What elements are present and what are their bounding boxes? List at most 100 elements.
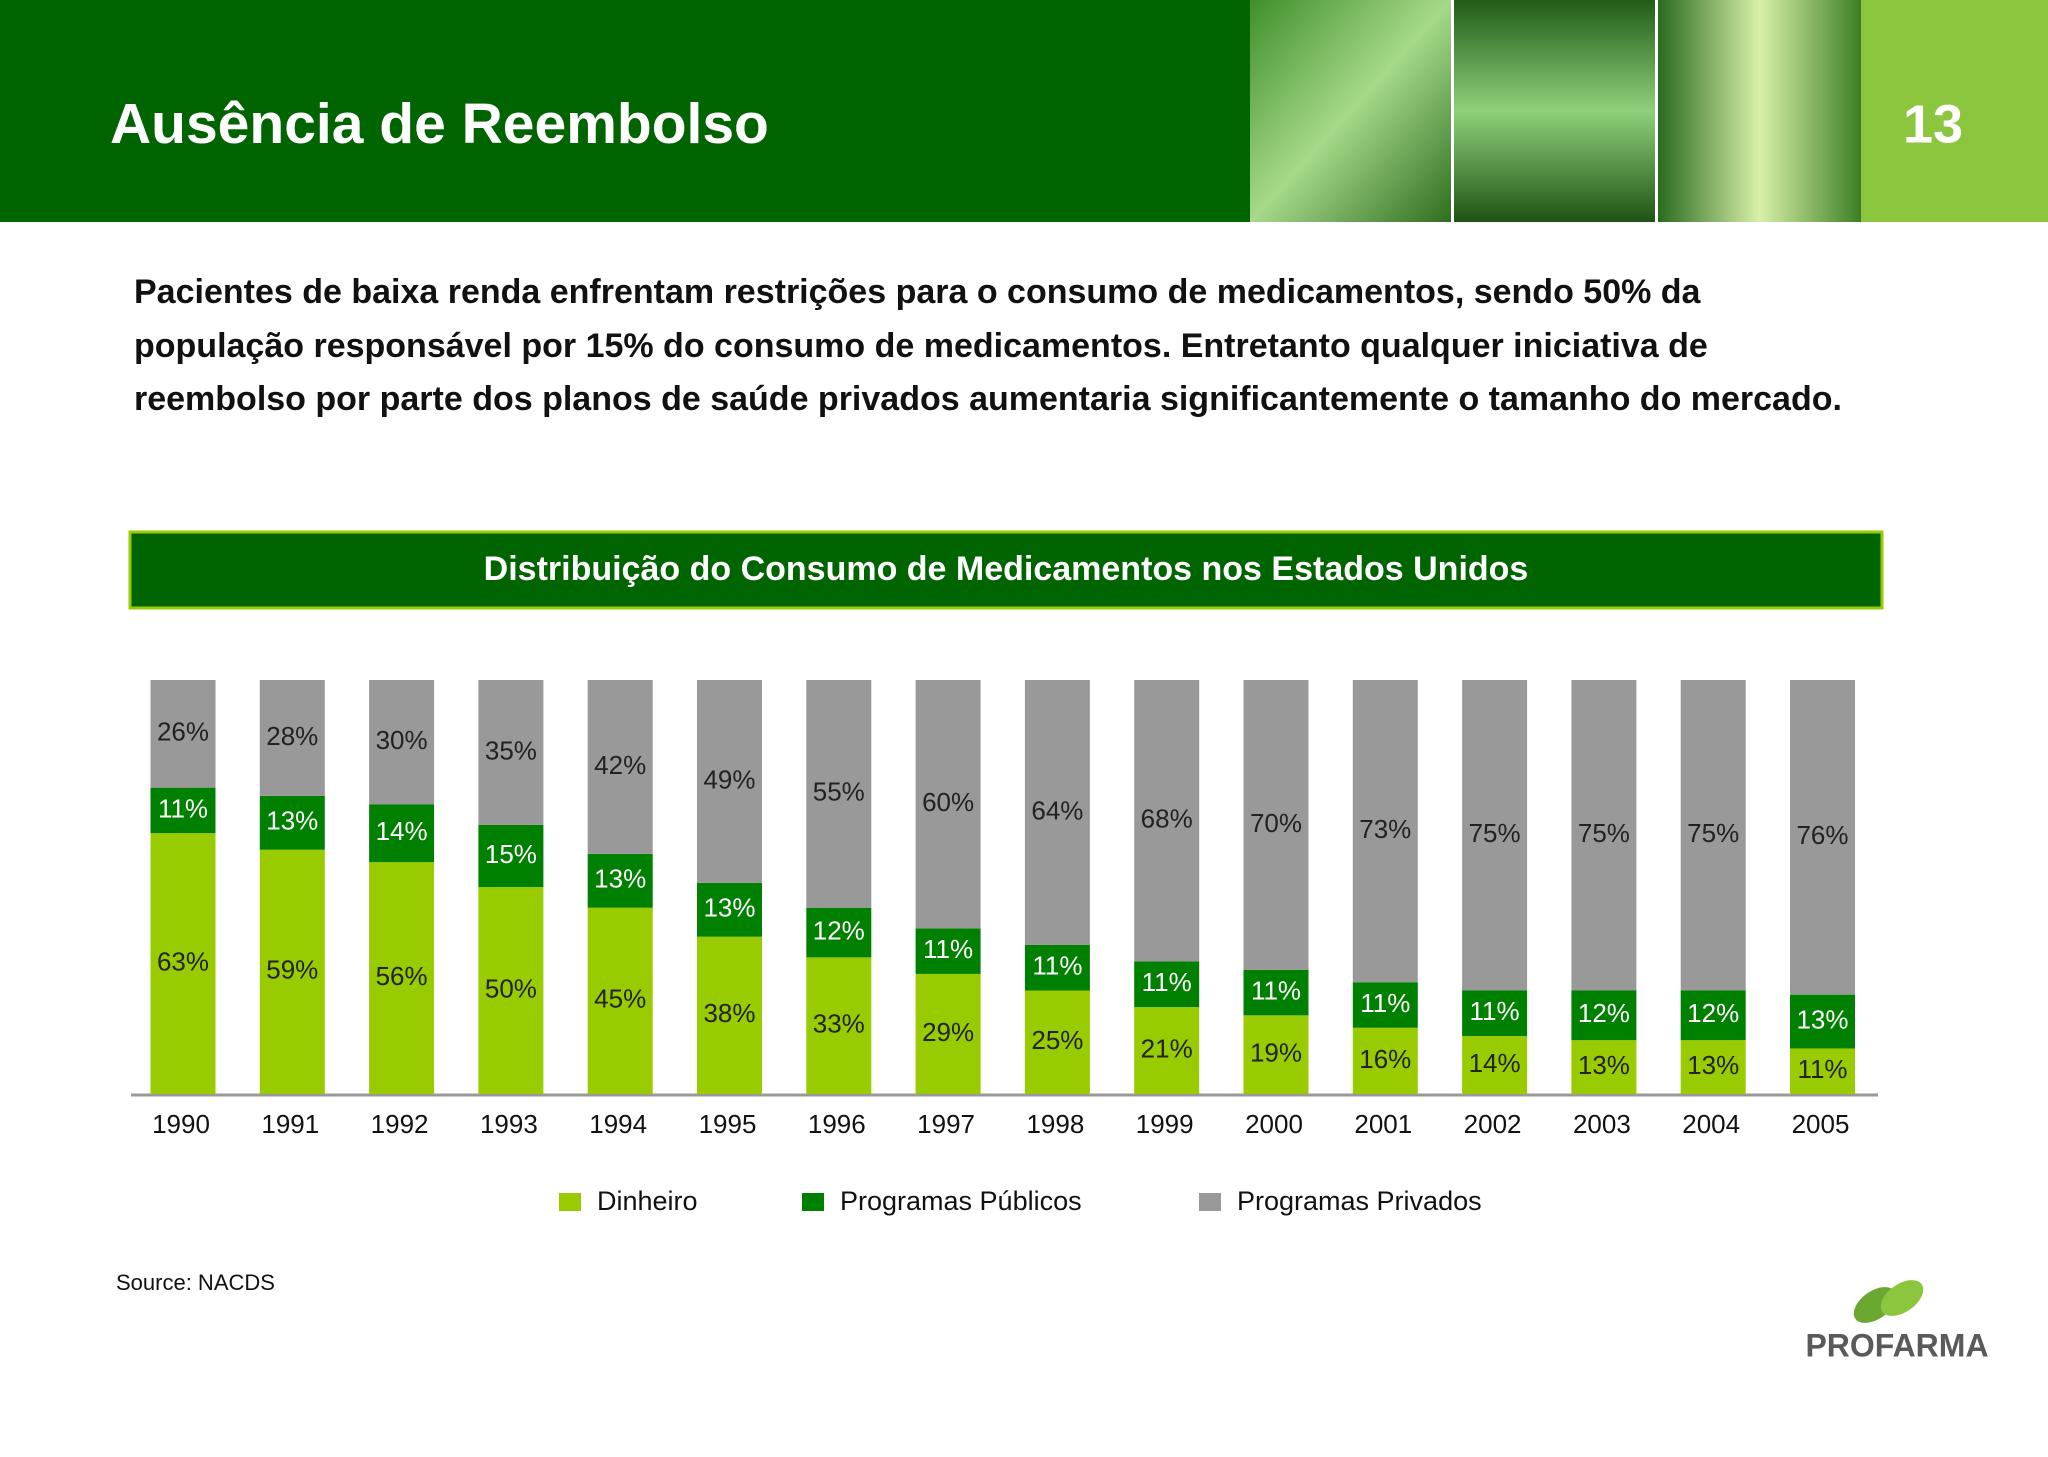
data-label: 42% [594, 750, 646, 780]
bar-segment [697, 882, 762, 937]
chart-title-box [128, 530, 1884, 610]
data-label: 13% [1578, 1050, 1630, 1080]
bar-segment [1680, 1040, 1746, 1094]
data-label: 11% [1797, 1054, 1847, 1084]
legend-label: Programas Públicos [840, 1186, 1082, 1216]
x-tick-label: 1993 [480, 1109, 538, 1139]
data-label: 56% [376, 961, 428, 991]
bar-segment [1134, 680, 1200, 962]
bar-segment [697, 936, 762, 1094]
bar-segment [259, 849, 325, 1094]
data-label: 14% [376, 816, 428, 846]
data-label: 38% [703, 998, 755, 1028]
bar-segment [150, 787, 216, 834]
x-tick-label: 1995 [699, 1109, 757, 1139]
bar-segment [1243, 1015, 1309, 1094]
bar-segment [1790, 1048, 1855, 1094]
chart-title: Distribuição do Consumo de Medicamentos … [484, 550, 1529, 588]
x-tick-label: 1990 [152, 1109, 210, 1139]
bar-segment [1790, 994, 1855, 1049]
bar-segment [1024, 990, 1090, 1094]
logo-mark [1853, 1280, 1924, 1323]
bar-segment [150, 680, 216, 788]
x-tick-label: 1994 [589, 1109, 647, 1139]
data-label: 75% [1578, 818, 1630, 848]
legend-swatch [802, 1193, 824, 1211]
legend-swatch [1199, 1193, 1221, 1211]
bar-segment [150, 833, 216, 1094]
x-tick-label: 1998 [1026, 1109, 1084, 1139]
bar-segment [1571, 1040, 1637, 1094]
data-label: 11% [1251, 975, 1301, 1005]
data-label: 45% [594, 984, 646, 1014]
source-note: Source: NACDS [116, 1270, 275, 1295]
bar-segment [369, 680, 435, 805]
x-tick-label: 2002 [1464, 1109, 1522, 1139]
x-tick-label: 2000 [1245, 1109, 1303, 1139]
data-label: 33% [813, 1009, 865, 1039]
x-tick-label: 1992 [371, 1109, 429, 1139]
data-label: 13% [1687, 1050, 1739, 1080]
header-photo [1454, 0, 1655, 222]
page-number-box [1861, 0, 2048, 222]
data-label: 70% [1250, 808, 1302, 838]
data-label: 26% [157, 717, 209, 747]
x-tick-label: 1996 [808, 1109, 866, 1139]
bar-segment [478, 680, 544, 825]
bar-segment [1790, 680, 1855, 995]
bar-segment [1134, 1007, 1200, 1094]
header-photo [1250, 0, 1451, 222]
data-label: 50% [485, 973, 537, 1003]
legend-swatch [559, 1193, 581, 1211]
bar-segment [1243, 680, 1309, 970]
bar-segment [806, 680, 872, 908]
data-label: 55% [813, 777, 865, 807]
legend-label: Dinheiro [597, 1186, 698, 1216]
data-label: 28% [266, 721, 318, 751]
header-photo [1658, 0, 1861, 222]
bar-segment [1462, 680, 1528, 991]
data-label: 15% [485, 839, 537, 869]
header-band [0, 0, 1250, 222]
data-label: 11% [923, 934, 973, 964]
bar-segment [1352, 1027, 1418, 1094]
bar-segment [478, 824, 544, 887]
data-label: 30% [376, 725, 428, 755]
logo-text: PROFARMA [1805, 1327, 1988, 1363]
legend-label: Programas Privados [1237, 1186, 1482, 1216]
x-tick-label: 1991 [261, 1109, 319, 1139]
data-label: 11% [158, 793, 208, 823]
bar-segment [478, 887, 544, 1094]
bar-segment [1462, 1036, 1528, 1094]
page-number: 13 [1903, 94, 1963, 154]
data-label: 11% [1032, 951, 1082, 981]
data-label: 12% [1687, 998, 1739, 1028]
bar-segment [587, 907, 653, 1094]
data-label: 64% [1031, 795, 1083, 825]
x-tick-label: 1997 [917, 1109, 975, 1139]
data-label: 29% [922, 1017, 974, 1047]
data-label: 13% [703, 893, 755, 923]
bar-segment [1680, 680, 1746, 991]
bar-segment [259, 795, 325, 850]
data-label: 25% [1031, 1025, 1083, 1055]
data-label: 11% [1360, 988, 1410, 1018]
data-label: 76% [1796, 820, 1848, 850]
data-label: 13% [1796, 1004, 1848, 1034]
data-label: 12% [813, 915, 865, 945]
data-label: 11% [1470, 996, 1520, 1026]
bar-segment [1571, 990, 1637, 1041]
data-label: 11% [1142, 967, 1192, 997]
bar-segment [259, 680, 325, 796]
bar-segment [1024, 680, 1090, 945]
x-tick-label: 2004 [1682, 1109, 1740, 1139]
data-label: 63% [157, 946, 209, 976]
bar-segment [1134, 961, 1200, 1008]
x-tick-label: 2003 [1573, 1109, 1631, 1139]
x-tick-label: 2001 [1354, 1109, 1412, 1139]
data-label: 12% [1578, 998, 1630, 1028]
bar-segment [1462, 990, 1528, 1037]
data-label: 35% [485, 735, 537, 765]
